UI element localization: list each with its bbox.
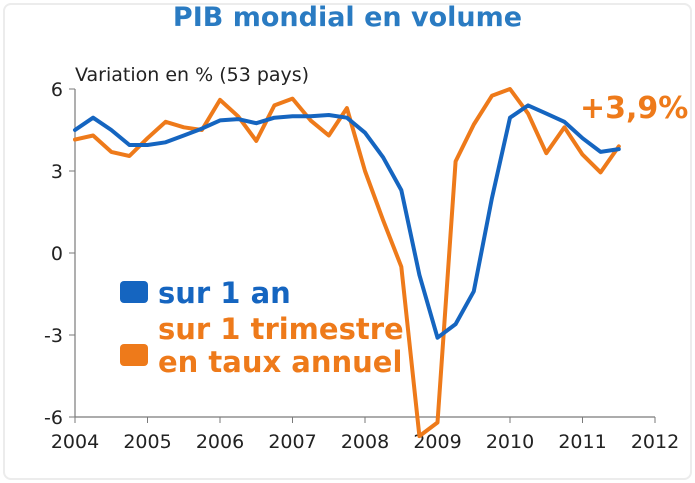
legend-label-series-2-line-1: sur 1 trimestre xyxy=(158,312,404,346)
x-tick-label: 2005 xyxy=(123,431,171,453)
series-line-2 xyxy=(73,87,621,439)
x-tick-label: 2011 xyxy=(558,431,606,453)
legend-swatch-series-2 xyxy=(120,344,148,366)
y-tick-label: -6 xyxy=(44,407,63,429)
chart-frame xyxy=(3,3,692,480)
x-tick-label: 2009 xyxy=(413,431,461,453)
y-axis-label: Variation en % (53 pays) xyxy=(75,64,309,86)
y-tick-label: 0 xyxy=(51,243,63,265)
legend-label-series-1: sur 1 an xyxy=(158,276,291,310)
legend-label-series-2-line-2: en taux annuel xyxy=(158,345,402,379)
axes xyxy=(69,88,656,423)
y-tick-label: 6 xyxy=(51,79,63,101)
x-tick-label: 2010 xyxy=(486,431,534,453)
chart-title: PIB mondial en volume xyxy=(172,2,523,33)
y-tick-label: 3 xyxy=(51,161,63,183)
last-value-annotation: +3,9% xyxy=(580,91,688,126)
x-tick-label: 2006 xyxy=(196,431,244,453)
x-tick-label: 2012 xyxy=(631,431,679,453)
series-line-1 xyxy=(73,103,621,340)
x-tick-label: 2007 xyxy=(268,431,316,453)
legend: sur 1 an sur 1 trimestre en taux annuel xyxy=(120,276,404,379)
y-tick-label: -3 xyxy=(44,325,63,347)
x-tick-label: 2004 xyxy=(51,431,99,453)
legend-swatch-series-1 xyxy=(120,281,148,303)
x-tick-label: 2008 xyxy=(341,431,389,453)
series-lines xyxy=(73,87,621,439)
